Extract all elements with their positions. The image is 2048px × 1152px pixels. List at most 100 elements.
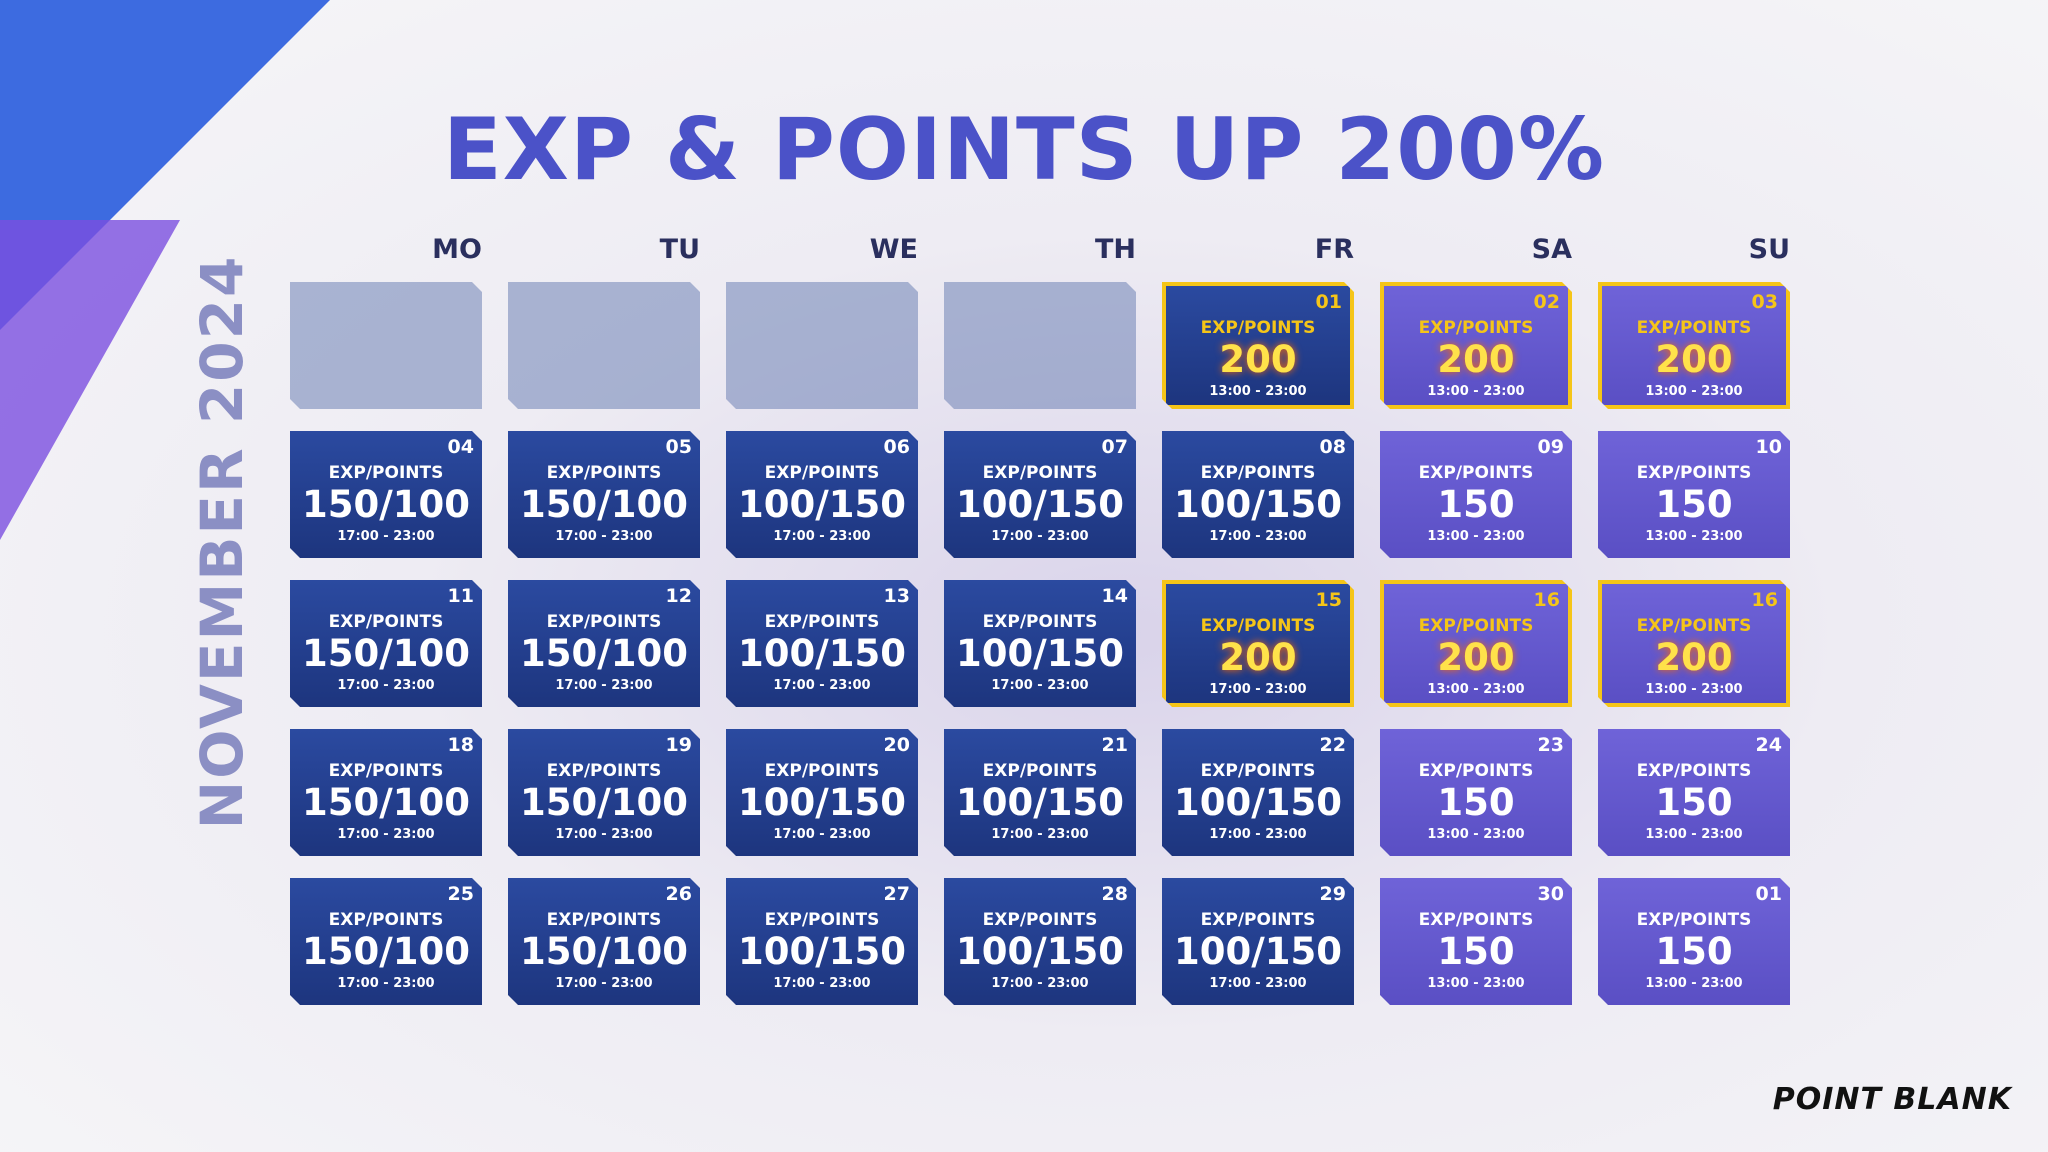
day-cell: 04 EXP/POINTS 150/100 17:00 - 23:00 <box>290 431 482 558</box>
cell-value: 100/150 <box>738 781 906 824</box>
cell-time: 17:00 - 23:00 <box>991 827 1089 842</box>
cell-time: 17:00 - 23:00 <box>991 529 1089 544</box>
weekday: TU <box>659 234 700 265</box>
cell-value: 100/150 <box>956 781 1124 824</box>
cell-label: EXP/POINTS <box>546 761 662 781</box>
day-number: 25 <box>447 883 474 905</box>
cell-time: 13:00 - 23:00 <box>1645 384 1743 399</box>
empty-cell <box>290 282 482 409</box>
corner-shape <box>0 220 180 540</box>
day-number: 29 <box>1319 883 1346 905</box>
cell-label: EXP/POINTS <box>1636 616 1752 636</box>
cell-time: 13:00 - 23:00 <box>1645 682 1743 697</box>
empty-cell <box>944 282 1136 409</box>
cell-value: 200 <box>1655 338 1733 381</box>
cell-label: EXP/POINTS <box>764 910 880 930</box>
day-cell: 12 EXP/POINTS 150/100 17:00 - 23:00 <box>508 580 700 707</box>
day-cell: 16 EXP/POINTS 200 13:00 - 23:00 <box>1380 580 1572 707</box>
day-cell: 01 EXP/POINTS 200 13:00 - 23:00 <box>1162 282 1354 409</box>
day-number: 15 <box>1315 589 1342 611</box>
cell-value: 150/100 <box>520 632 688 675</box>
cell-label: EXP/POINTS <box>1636 761 1752 781</box>
cell-time: 13:00 - 23:00 <box>1645 976 1743 991</box>
day-number: 19 <box>665 734 692 756</box>
day-cell: 03 EXP/POINTS 200 13:00 - 23:00 <box>1598 282 1790 409</box>
title: EXP & POINTS UP 200% <box>442 100 1606 200</box>
day-number: 27 <box>883 883 910 905</box>
cell-label: EXP/POINTS <box>1418 616 1534 636</box>
cell-time: 13:00 - 23:00 <box>1645 529 1743 544</box>
cell-time: 17:00 - 23:00 <box>337 827 435 842</box>
weekday: TH <box>1094 234 1136 265</box>
cell-label: EXP/POINTS <box>1636 463 1752 483</box>
day-cell: 21 EXP/POINTS 100/150 17:00 - 23:00 <box>944 729 1136 856</box>
day-number: 20 <box>883 734 910 756</box>
cell-value: 100/150 <box>738 632 906 675</box>
cell-value: 150/100 <box>520 930 688 973</box>
cell-time: 17:00 - 23:00 <box>773 529 871 544</box>
day-number: 28 <box>1101 883 1128 905</box>
day-cell: 10 EXP/POINTS 150 13:00 - 23:00 <box>1598 431 1790 558</box>
cell-value: 100/150 <box>1174 930 1342 973</box>
day-cell: 01 EXP/POINTS 150 13:00 - 23:00 <box>1598 878 1790 1005</box>
day-cell: 27 EXP/POINTS 100/150 17:00 - 23:00 <box>726 878 918 1005</box>
day-number: 24 <box>1755 734 1782 756</box>
cell-time: 17:00 - 23:00 <box>555 529 653 544</box>
cell-time: 13:00 - 23:00 <box>1427 384 1525 399</box>
cell-value: 150/100 <box>302 930 470 973</box>
cell-label: EXP/POINTS <box>328 910 444 930</box>
day-cell: 15 EXP/POINTS 200 17:00 - 23:00 <box>1162 580 1354 707</box>
cell-time: 13:00 - 23:00 <box>1427 976 1525 991</box>
cell-label: EXP/POINTS <box>546 910 662 930</box>
cell-label: EXP/POINTS <box>328 612 444 632</box>
month-label: NOVEMBER 2024 <box>188 254 256 830</box>
cell-time: 13:00 - 23:00 <box>1209 384 1307 399</box>
cell-time: 17:00 - 23:00 <box>555 827 653 842</box>
day-cell: 09 EXP/POINTS 150 13:00 - 23:00 <box>1380 431 1572 558</box>
day-cell: 02 EXP/POINTS 200 13:00 - 23:00 <box>1380 282 1572 409</box>
day-number: 06 <box>883 436 910 458</box>
cell-label: EXP/POINTS <box>764 612 880 632</box>
day-number: 03 <box>1751 291 1778 313</box>
day-number: 26 <box>665 883 692 905</box>
day-cell: 26 EXP/POINTS 150/100 17:00 - 23:00 <box>508 878 700 1005</box>
weekday: MO <box>432 234 482 265</box>
cell-value: 150 <box>1655 930 1733 973</box>
cell-value: 200 <box>1219 636 1297 679</box>
cell-time: 17:00 - 23:00 <box>337 678 435 693</box>
cell-time: 17:00 - 23:00 <box>1209 827 1307 842</box>
day-cell: 30 EXP/POINTS 150 13:00 - 23:00 <box>1380 878 1572 1005</box>
day-cell: 18 EXP/POINTS 150/100 17:00 - 23:00 <box>290 729 482 856</box>
cell-time: 13:00 - 23:00 <box>1427 529 1525 544</box>
cell-label: EXP/POINTS <box>546 612 662 632</box>
day-number: 30 <box>1537 883 1564 905</box>
cell-label: EXP/POINTS <box>328 761 444 781</box>
day-cell: 28 EXP/POINTS 100/150 17:00 - 23:00 <box>944 878 1136 1005</box>
day-number: 18 <box>447 734 474 756</box>
day-cell: 23 EXP/POINTS 150 13:00 - 23:00 <box>1380 729 1572 856</box>
cell-time: 17:00 - 23:00 <box>773 827 871 842</box>
cell-label: EXP/POINTS <box>982 761 1098 781</box>
day-cell: 22 EXP/POINTS 100/150 17:00 - 23:00 <box>1162 729 1354 856</box>
cell-value: 100/150 <box>1174 483 1342 526</box>
day-number: 23 <box>1537 734 1564 756</box>
day-number: 13 <box>883 585 910 607</box>
day-number: 16 <box>1533 589 1560 611</box>
cell-value: 150/100 <box>302 781 470 824</box>
day-cell: 14 EXP/POINTS 100/150 17:00 - 23:00 <box>944 580 1136 707</box>
cell-label: EXP/POINTS <box>1636 910 1752 930</box>
cell-label: EXP/POINTS <box>1200 761 1316 781</box>
cell-value: 200 <box>1437 636 1515 679</box>
day-number: 11 <box>447 585 474 607</box>
day-cell: 06 EXP/POINTS 100/150 17:00 - 23:00 <box>726 431 918 558</box>
cell-time: 13:00 - 23:00 <box>1427 827 1525 842</box>
day-number: 04 <box>447 436 474 458</box>
cell-label: EXP/POINTS <box>1200 910 1316 930</box>
cell-value: 150 <box>1437 930 1515 973</box>
logo: POINT BLANK <box>1772 1082 2012 1117</box>
day-number: 12 <box>665 585 692 607</box>
cell-time: 17:00 - 23:00 <box>991 976 1089 991</box>
weekday: FR <box>1314 234 1354 265</box>
empty-cell <box>726 282 918 409</box>
